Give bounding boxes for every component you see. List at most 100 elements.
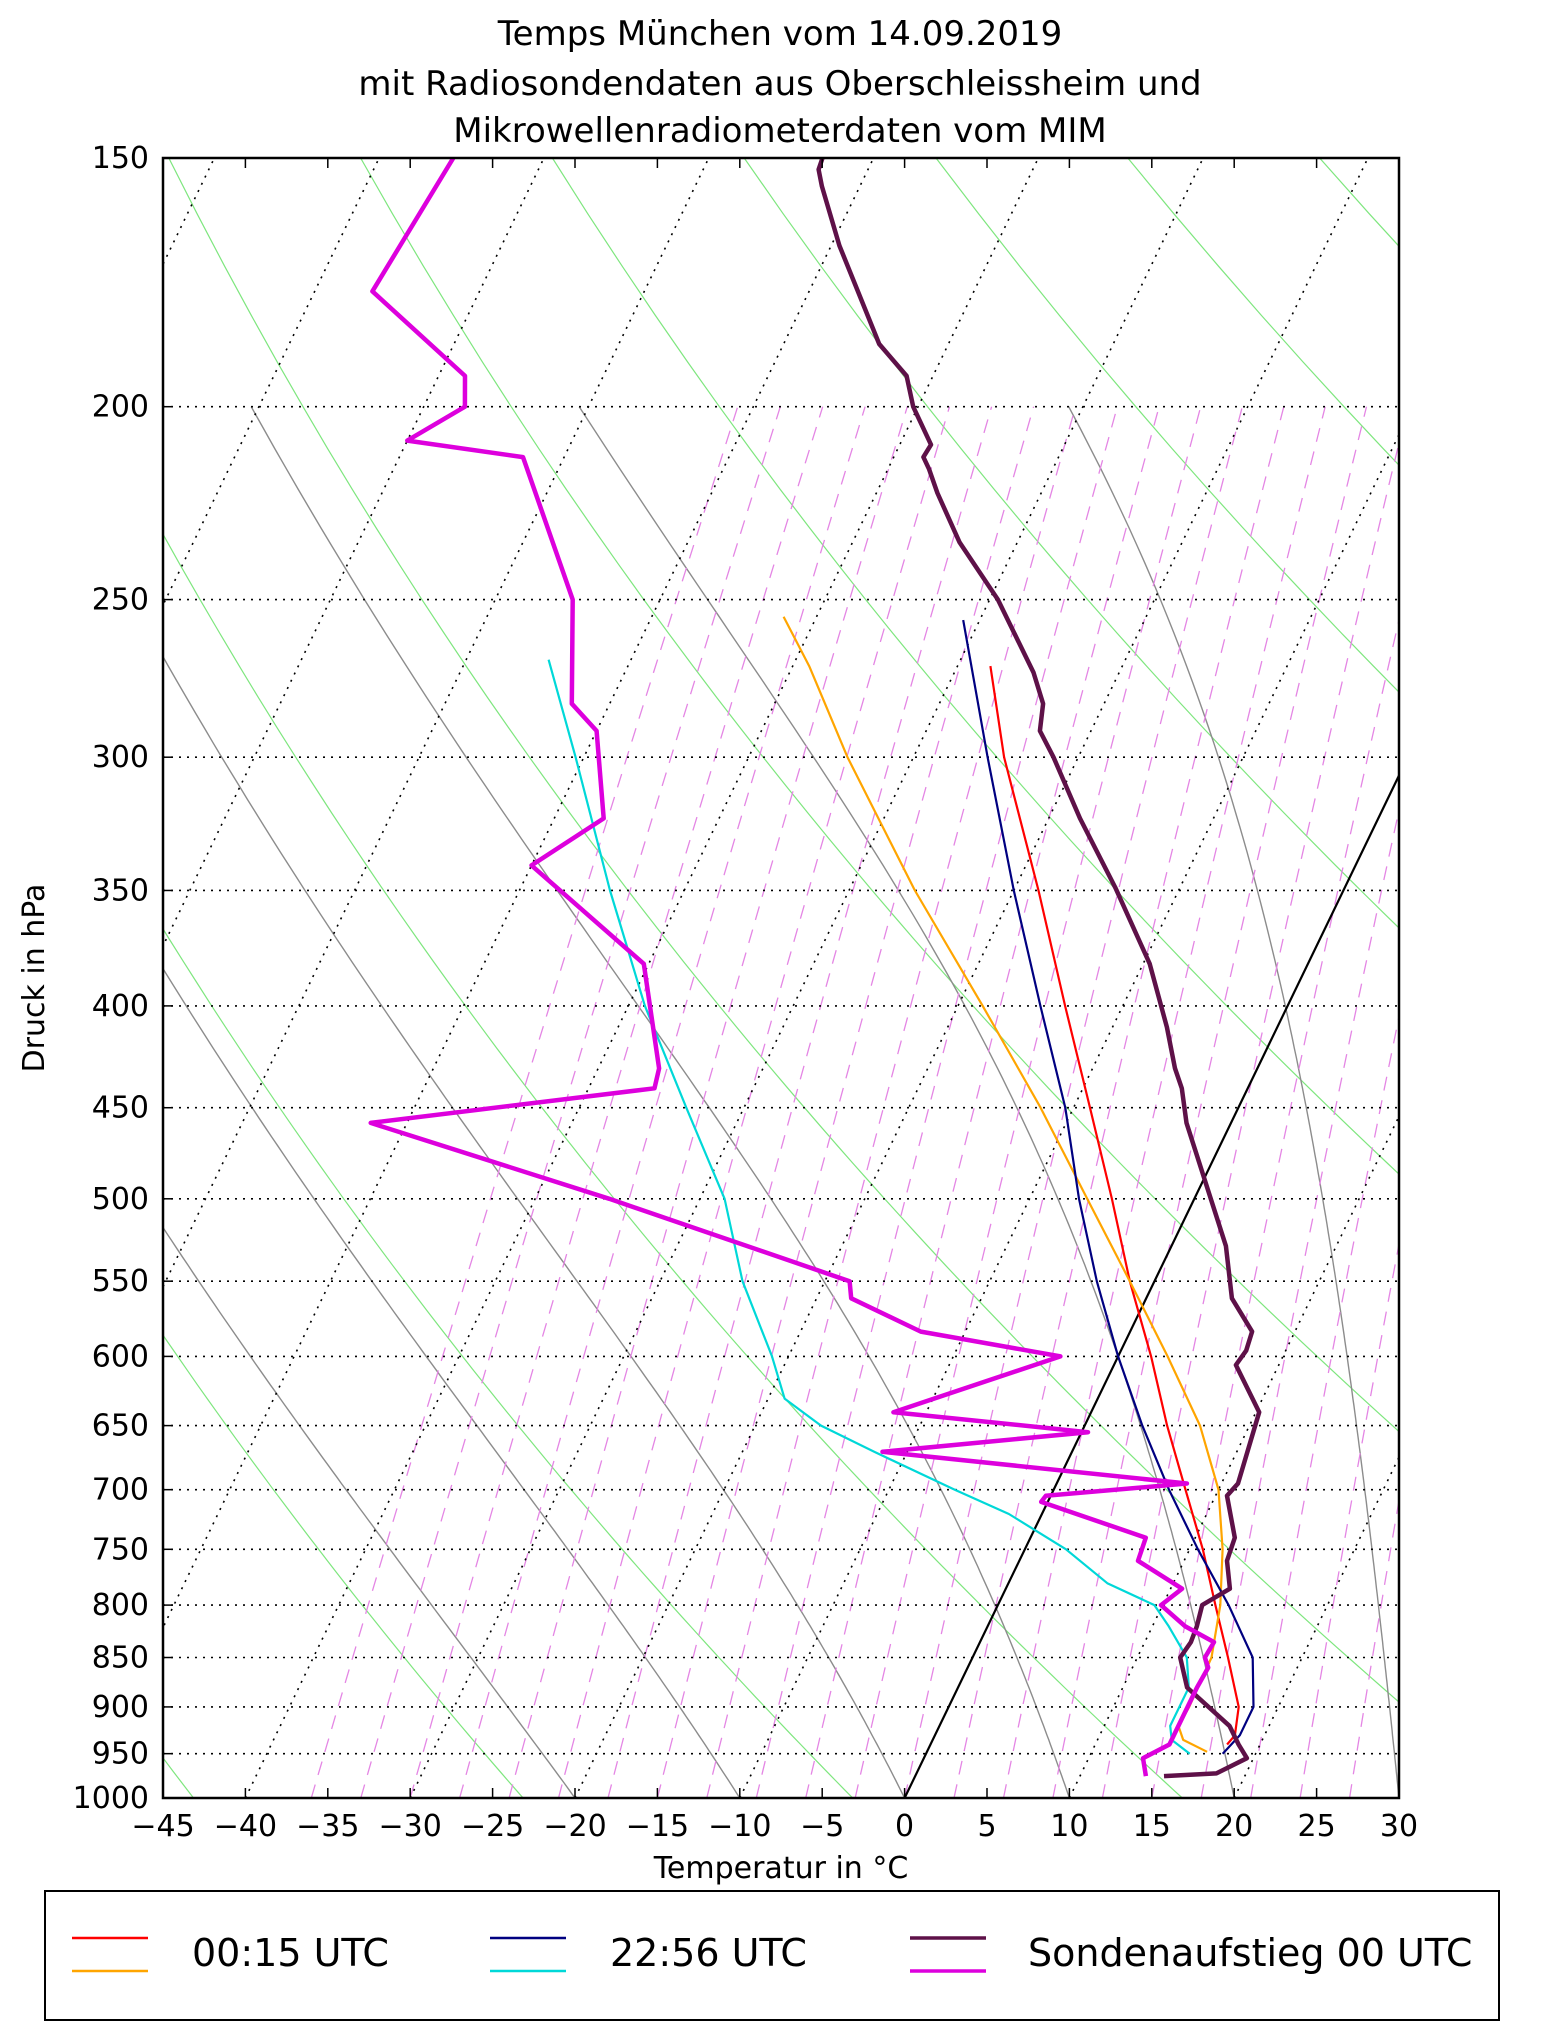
isotherm-18: [1398, 1796, 1399, 1798]
x-tick-label-12: 15: [1133, 1809, 1171, 1844]
mixing-ratio-line-3: [458, 406, 866, 1798]
dry-adiabat-10: [1127, 158, 1399, 466]
moist-adiabat-4: [578, 406, 1235, 1798]
x-tick-label-15: 30: [1380, 1809, 1418, 1844]
isotherm-17: [1233, 1455, 1399, 1798]
y-tick-label-9: 600: [92, 1339, 149, 1374]
x-tick-label-4: −25: [461, 1809, 524, 1844]
x-axis-ticks: −45 −40 −35 −30 −25 −20 −15 −10 −5 0 5 10 15 20 25 30: [131, 158, 1418, 1844]
mixing-ratio-line-4: [508, 406, 908, 1798]
chart-title-line-2: mit Radiosondendaten aus Oberschleisshei…: [358, 64, 1201, 104]
mixing-ratio-line-14: [1002, 406, 1326, 1798]
mixing-ratio-line-5: [557, 406, 951, 1798]
series-line-5: [816, 158, 1262, 1779]
dry-adiabat-7: [551, 158, 1399, 1175]
mixing-ratio-line-1: [360, 406, 781, 1798]
mixing-ratio-line-20: [1299, 1240, 1399, 1798]
y-tick-label-10: 650: [92, 1409, 149, 1444]
dry-adiabat-8: [743, 158, 1399, 929]
legend-label-3: Sondenaufstieg 00 UTC: [1028, 1931, 1472, 1975]
x-tick-label-1: −40: [214, 1809, 277, 1844]
series-group: [368, 158, 1262, 1779]
isotherm-7: [163, 158, 380, 607]
dry-adiabat-6: [360, 158, 1399, 1433]
legend-label-1: 00:15 UTC: [192, 1931, 389, 1975]
mixing-ratio-line-19: [1250, 1013, 1399, 1798]
chart-title-line-1: Temps München vom 14.09.2019: [497, 14, 1063, 54]
mixing-ratio-line-18: [1200, 807, 1399, 1798]
x-tick-label-14: 25: [1298, 1809, 1336, 1844]
series-line-1: [989, 665, 1240, 1746]
legend-label-2: 22:56 UTC: [610, 1931, 807, 1975]
mixing-ratio-line-10: [805, 406, 1160, 1798]
moist-adiabat-0: [163, 1226, 576, 1798]
mixing-ratio-line-11: [854, 406, 1202, 1798]
dry-adiabat-4: [163, 533, 1183, 1798]
y-tick-label-13: 800: [92, 1588, 149, 1623]
series-line-6: [368, 158, 1217, 1777]
dry-adiabat-2: [163, 1334, 524, 1798]
mixing-ratio-line-8: [706, 406, 1077, 1798]
y-tick-label-16: 950: [92, 1737, 149, 1772]
x-tick-label-3: −30: [379, 1809, 442, 1844]
mixing-ratio-line-16: [1101, 440, 1399, 1798]
mixing-ratio-line-13: [953, 406, 1285, 1798]
chart-title-line-3: Mikrowellenradiometerdaten vom MIM: [453, 111, 1106, 151]
dry-adiabat-9: [935, 158, 1399, 693]
moist-adiabat-3: [250, 406, 1071, 1798]
legend-frame: [44, 1890, 1500, 2021]
y-tick-label-1: 200: [92, 390, 149, 425]
y-tick-label-17: 1000: [73, 1781, 149, 1816]
mixing-ratio-line-21: [1348, 1496, 1399, 1798]
dry-adiabat-5: [168, 158, 1399, 1703]
isotherm-12: [409, 158, 1204, 1798]
y-axis-label: Druck in hPa: [17, 884, 52, 1073]
plot-frame: [161, 156, 1401, 1800]
isotherm-10: [163, 158, 875, 1630]
x-tick-label-6: −15: [626, 1809, 689, 1844]
x-tick-label-9: 0: [895, 1809, 914, 1844]
mixing-ratio-line-2: [409, 406, 824, 1798]
y-tick-label-7: 500: [92, 1182, 149, 1217]
zero-isotherm: [903, 772, 1399, 1798]
x-axis-label: Temperatur in °C: [653, 1851, 909, 1886]
y-tick-label-6: 450: [92, 1091, 149, 1126]
y-tick-label-4: 350: [92, 873, 149, 908]
y-axis-ticks: 150 200 250 300 350 400 450 500 550 600 650 700 750 8…: [73, 141, 173, 1816]
series-line-2: [782, 616, 1224, 1753]
moist-adiabat-1: [163, 967, 741, 1798]
dry-adiabat-3: [163, 927, 854, 1798]
x-tick-label-11: 10: [1050, 1809, 1088, 1844]
isotherm-14: [739, 432, 1399, 1798]
y-tick-label-15: 900: [92, 1690, 149, 1725]
mixing-ratio-line-15: [1052, 406, 1368, 1798]
isotherm-8: [163, 158, 545, 948]
mixing-ratio-line-17: [1151, 617, 1399, 1798]
y-tick-label-12: 750: [92, 1532, 149, 1567]
x-tick-label-5: −20: [543, 1809, 606, 1844]
y-tick-label-8: 550: [92, 1264, 149, 1299]
y-tick-label-5: 400: [92, 989, 149, 1024]
series-line-3: [962, 619, 1255, 1755]
mixing-ratio-line-12: [903, 406, 1243, 1798]
y-tick-label-11: 700: [92, 1473, 149, 1508]
y-tick-label-2: 250: [92, 583, 149, 618]
x-tick-label-13: 20: [1215, 1809, 1253, 1844]
grid: [163, 158, 1399, 1798]
background-lines: [163, 158, 1542, 1798]
x-tick-label-7: −10: [708, 1809, 771, 1844]
legend: 00:15 UTC 22:56 UTC Sondenaufstieg 00 UT…: [44, 1890, 1500, 2021]
y-tick-label-0: 150: [92, 141, 149, 176]
y-tick-label-14: 850: [92, 1641, 149, 1676]
x-tick-label-10: 5: [977, 1809, 996, 1844]
x-tick-label-0: −45: [131, 1809, 194, 1844]
dry-adiabat-12: [1511, 158, 1542, 1798]
x-tick-label-2: −35: [296, 1809, 359, 1844]
mixing-ratio-line-22: [1398, 1793, 1399, 1798]
mixing-ratio-line-9: [755, 406, 1118, 1798]
series-line-4: [547, 659, 1191, 1755]
isotherm-11: [244, 158, 1040, 1798]
y-tick-label-3: 300: [92, 740, 149, 775]
x-tick-label-8: −5: [800, 1809, 844, 1844]
